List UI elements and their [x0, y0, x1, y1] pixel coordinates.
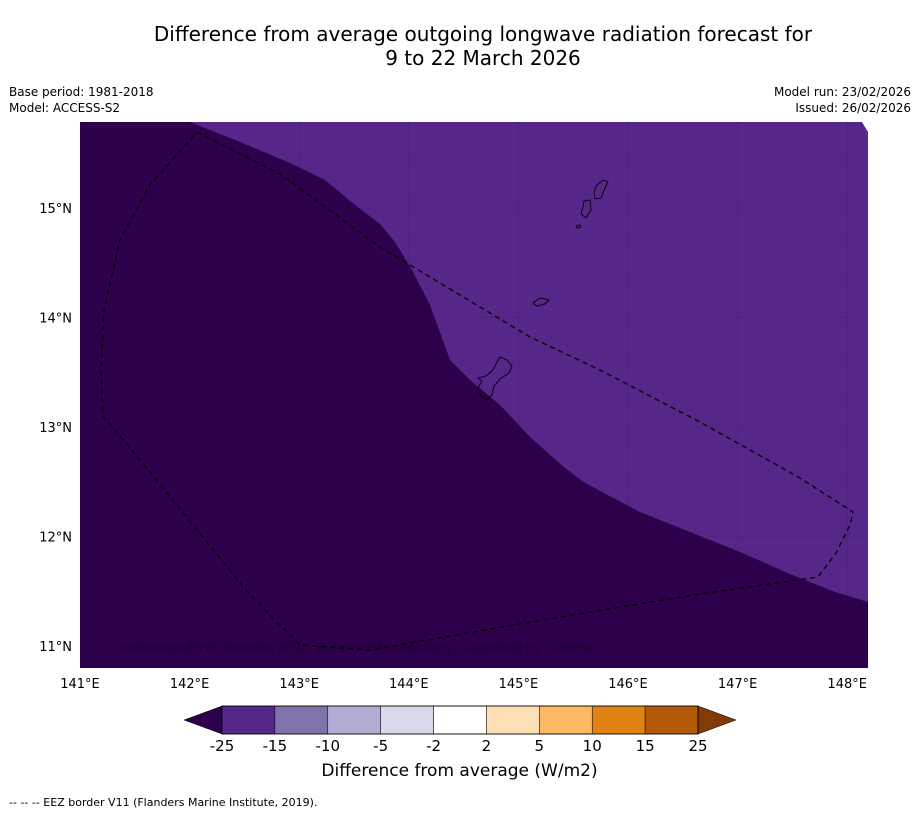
colorbar-outline	[221, 705, 699, 735]
x-tick-label-145: 145°E	[499, 677, 539, 692]
y-tick-label-13: 13°N	[39, 421, 72, 436]
colorbar-segment-6	[539, 705, 593, 735]
colorbar-segment-7	[591, 705, 646, 735]
island-aguijan	[575, 224, 582, 229]
issued-text: Issued: 26/02/2026	[795, 101, 911, 115]
colorbar-tick-3: -5	[373, 737, 388, 755]
map-chart: © Commonwealth of Australia 2026, Bureau…	[39, 122, 868, 755]
region-strong-negative	[80, 122, 868, 668]
x-tick-label-147: 147°E	[718, 677, 758, 692]
y-tick-label-14: 14°N	[39, 312, 72, 327]
chart-title-line1: Difference from average outgoing longwav…	[153, 22, 813, 46]
colorbar-segment-2	[327, 705, 381, 735]
meta-right: Model run: 23/02/2026 Issued: 26/02/2026	[774, 84, 911, 116]
colorbar-tick-7: 10	[583, 737, 602, 755]
island-tinian	[580, 199, 592, 219]
colorbar-tick-6: 5	[535, 737, 545, 755]
copyright-watermark: © Commonwealth of Australia 2026, Bureau…	[92, 641, 597, 655]
colorbar-tick-9: 25	[688, 737, 707, 755]
colorbar-tick-1: -15	[263, 737, 288, 755]
map-plot-area: © Commonwealth of Australia 2026, Bureau…	[80, 122, 868, 668]
colorbar-tick-8: 15	[636, 737, 655, 755]
x-tick-label-142: 142°E	[170, 677, 210, 692]
colorbar-segment-3	[380, 705, 434, 735]
x-tick-label-146: 146°E	[608, 677, 648, 692]
island-rota	[532, 297, 550, 307]
x-tick-label-148: 148°E	[827, 677, 867, 692]
colorbar-segment-1	[274, 705, 329, 735]
x-tick-label-141: 141°E	[60, 677, 100, 692]
map-corner-blank	[862, 122, 868, 132]
y-tick-label-15: 15°N	[39, 202, 72, 217]
y-tick-label-12: 12°N	[39, 531, 72, 546]
y-tick-label-11: 11°N	[39, 640, 72, 655]
model-run-text: Model run: 23/02/2026	[773, 85, 911, 99]
colorbar-under-triangle	[183, 705, 223, 735]
colorbar-segment-5	[486, 705, 540, 735]
island-saipan	[593, 179, 609, 200]
model-text: Model: ACCESS-S2	[9, 101, 121, 115]
eez-footnote: -- -- -- EEZ border V11 (Flanders Marine…	[9, 796, 318, 809]
meta-left: Base period: 1981-2018 Model: ACCESS-S2	[9, 84, 154, 116]
colorbar-segment-8	[644, 705, 699, 735]
x-tick-label-143: 143°E	[279, 677, 319, 692]
colorbar-tick-2: -10	[316, 737, 341, 755]
chart-title: Difference from average outgoing longwav…	[0, 22, 919, 70]
colorbar-over-triangle	[697, 705, 737, 735]
x-tick-label-144: 144°E	[389, 677, 429, 692]
colorbar-tick-5: 2	[482, 737, 492, 755]
island-guam	[476, 356, 513, 401]
colorbar-tick-0: -25	[210, 737, 235, 755]
colorbar-segment-4	[433, 705, 487, 735]
base-period-text: Base period: 1981-2018	[9, 85, 154, 99]
colorbar-label: Difference from average (W/m2)	[321, 761, 598, 781]
colorbar-segment-0	[221, 705, 276, 735]
colorbar-tick-4: -2	[426, 737, 441, 755]
chart-title-line2: 9 to 22 March 2026	[385, 46, 581, 70]
